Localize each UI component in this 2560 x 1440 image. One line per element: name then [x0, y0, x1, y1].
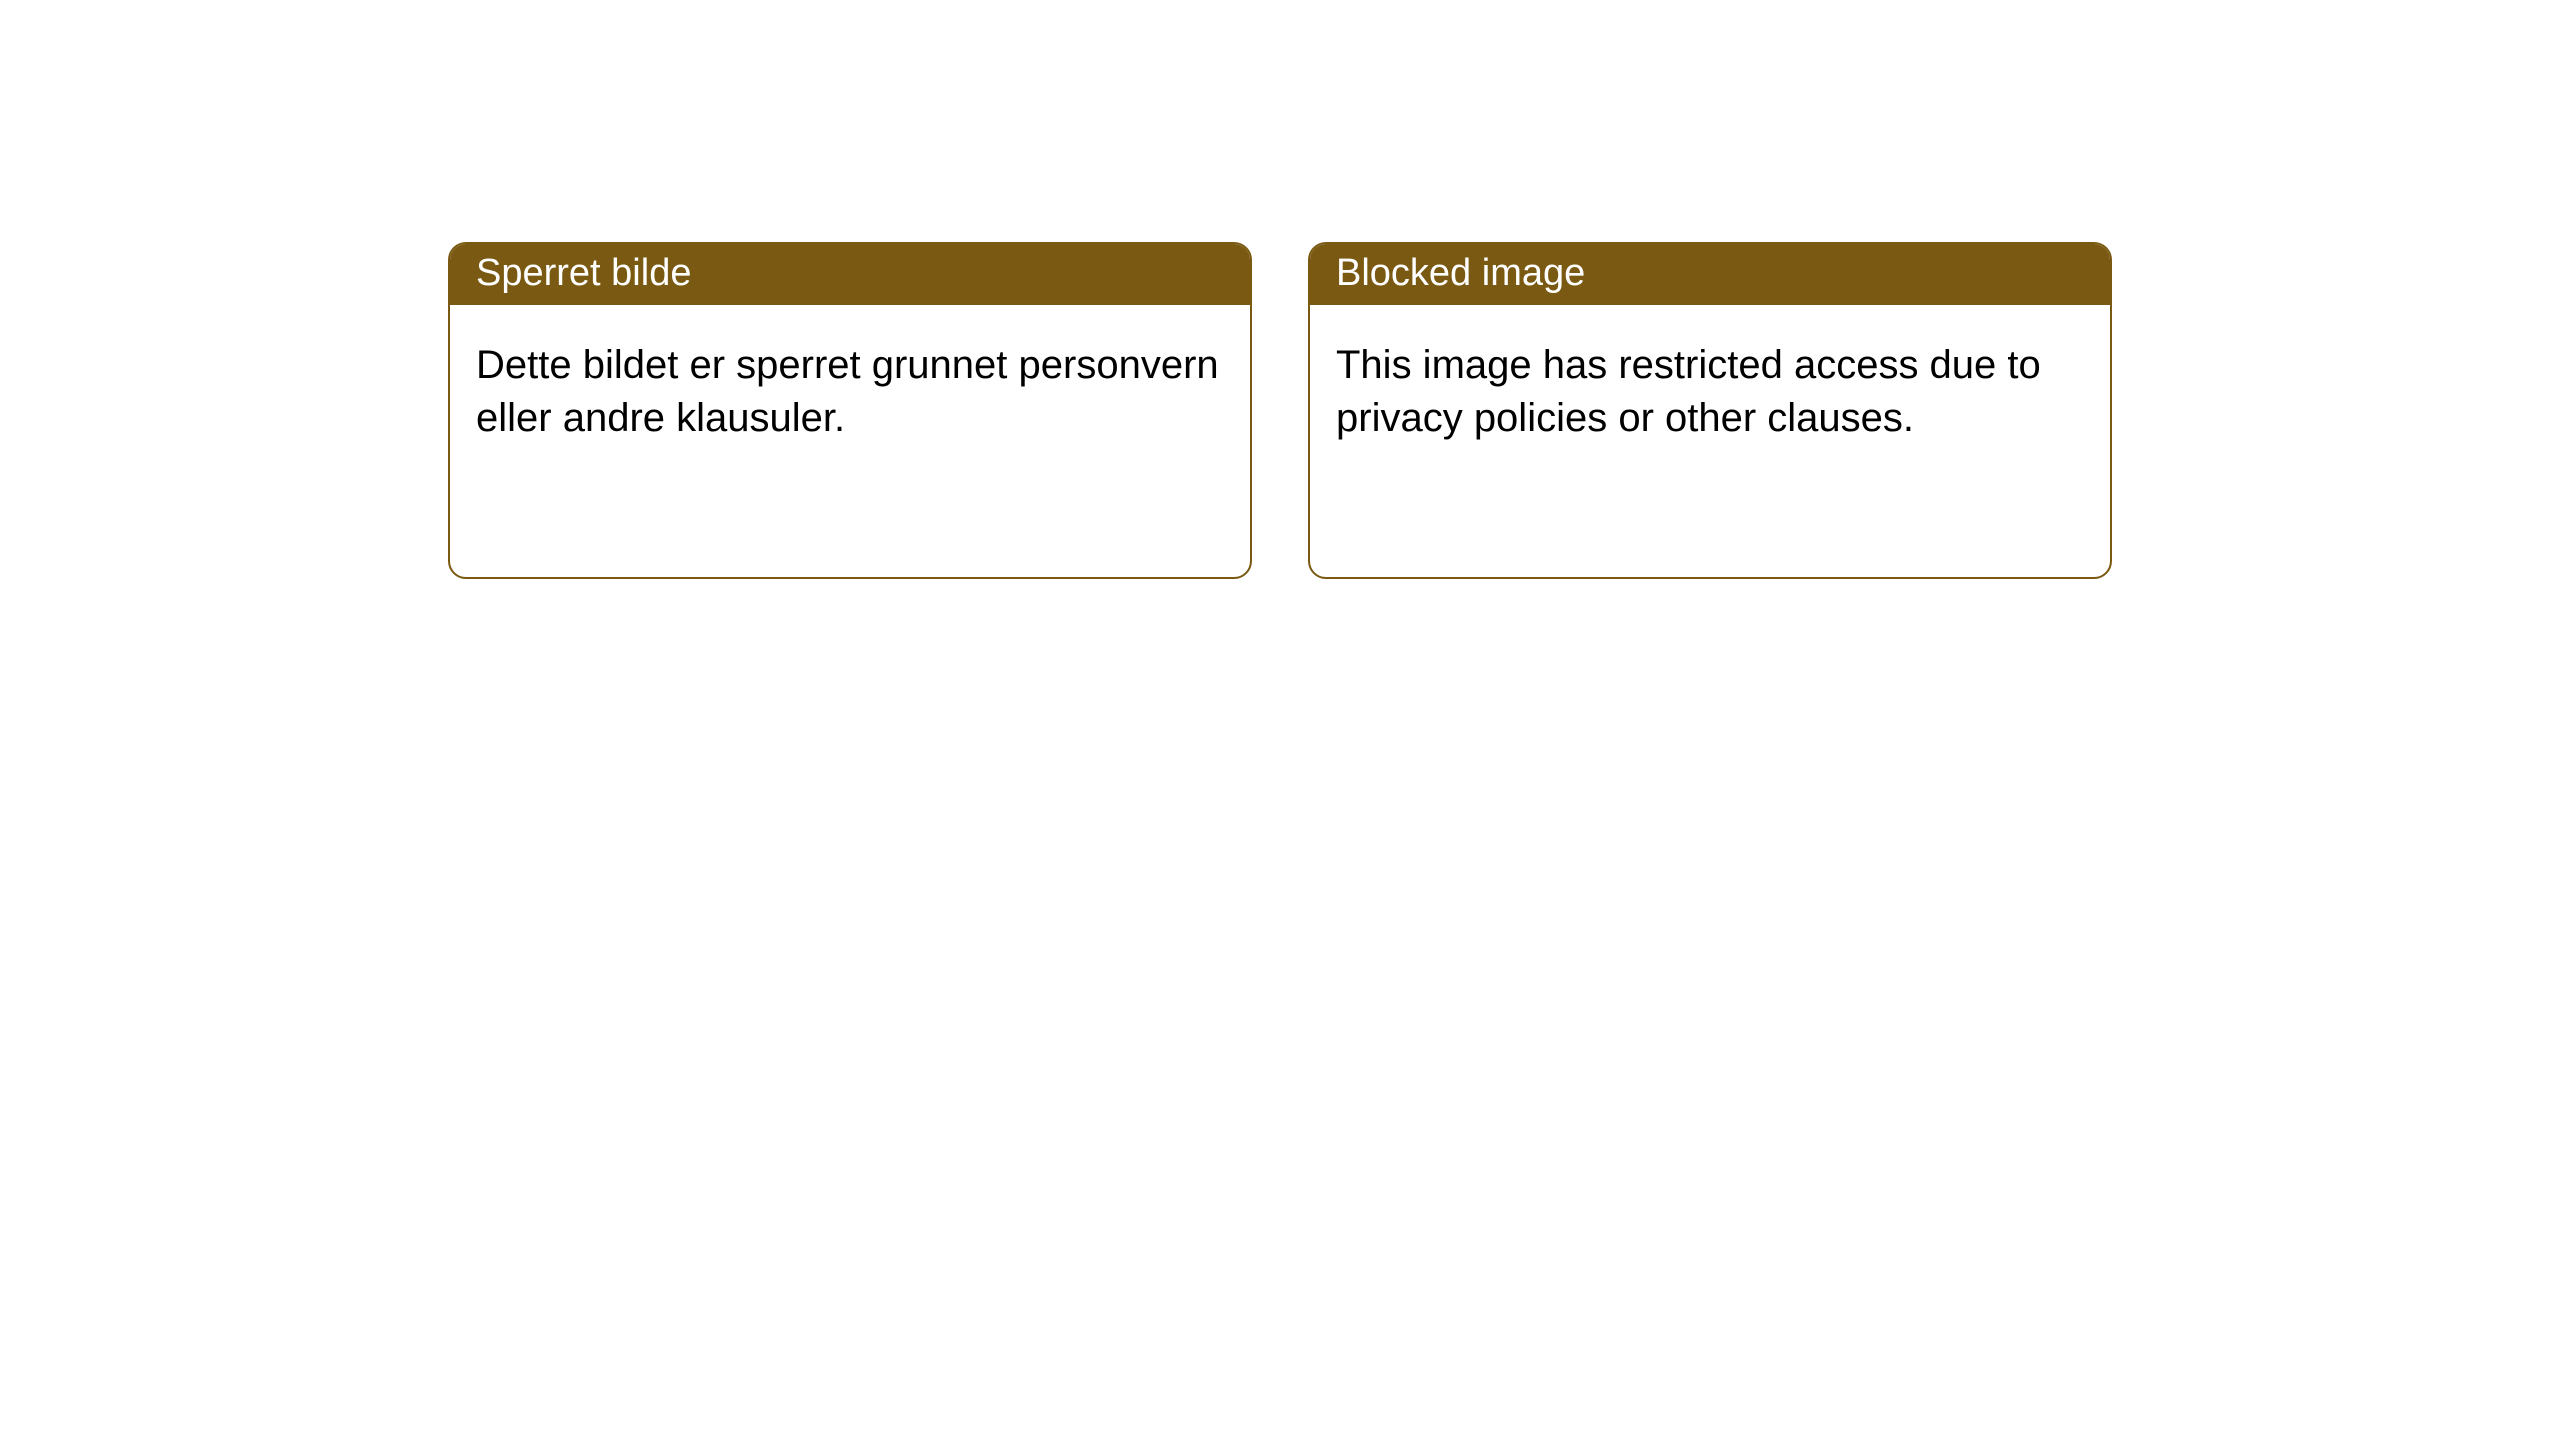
- notice-box-english: Blocked image This image has restricted …: [1308, 242, 2112, 579]
- notice-title: Sperret bilde: [476, 252, 691, 294]
- notice-container: Sperret bilde Dette bildet er sperret gr…: [448, 242, 2560, 579]
- notice-header: Sperret bilde: [450, 244, 1250, 305]
- notice-title: Blocked image: [1336, 252, 1585, 294]
- notice-text: This image has restricted access due to …: [1336, 343, 2041, 440]
- notice-text: Dette bildet er sperret grunnet personve…: [476, 343, 1219, 440]
- notice-body: This image has restricted access due to …: [1310, 305, 2110, 471]
- notice-body: Dette bildet er sperret grunnet personve…: [450, 305, 1250, 471]
- notice-box-norwegian: Sperret bilde Dette bildet er sperret gr…: [448, 242, 1252, 579]
- notice-header: Blocked image: [1310, 244, 2110, 305]
